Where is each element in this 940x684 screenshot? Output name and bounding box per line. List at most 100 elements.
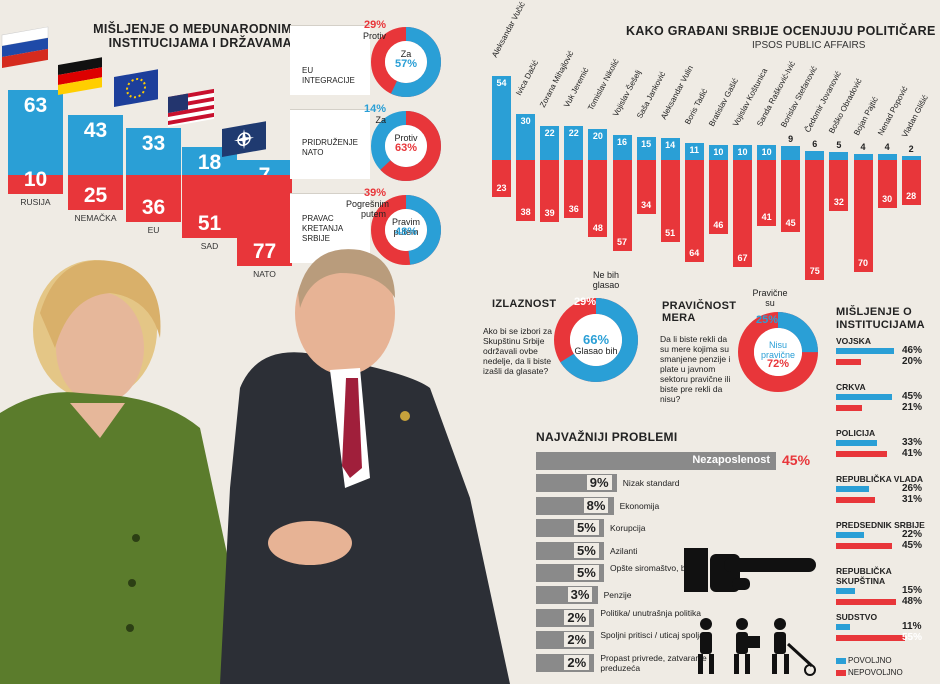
institution-negative-bar — [836, 405, 863, 411]
donut-inner-value: 63% — [394, 142, 418, 154]
intl-negative-bar — [182, 175, 237, 239]
problem-value: 2% — [564, 632, 590, 648]
turnout-donut-ring — [554, 298, 638, 382]
intl-negative-value: 51 — [197, 212, 222, 236]
donut-inner-text: Pravim putem — [391, 217, 420, 237]
intl-positive-value: 33 — [141, 131, 166, 155]
intl-negative-value: 10 — [23, 167, 48, 191]
politician-negative-value: 64 — [689, 248, 700, 259]
institution-label: SUDSTVO — [836, 612, 878, 622]
politician-negative-bar — [853, 160, 873, 272]
photo-merkel-putin — [0, 249, 510, 684]
donut-top-text: Za — [375, 115, 386, 125]
institution-negative-bar — [836, 543, 893, 549]
politician-positive-bar — [877, 153, 897, 160]
politician-negative-value: 34 — [641, 200, 652, 211]
turnout-outer-value: 29% — [574, 296, 597, 308]
institution-negative-bar — [836, 599, 896, 605]
intl-label: EU — [147, 224, 160, 235]
politician-negative-value: 46 — [713, 219, 724, 230]
institution-label: REPUBLIČKA SKUPŠTINA — [836, 566, 892, 586]
donut-top-text: Protiv — [362, 31, 386, 41]
politician-negative-value: 70 — [857, 258, 868, 268]
politician-positive-value: 10 — [713, 146, 724, 157]
politician-positive-value: 14 — [665, 140, 676, 151]
opinion-donut-center — [385, 209, 427, 251]
politician-positive-value: 9 — [788, 134, 794, 145]
politician-negative-bar — [516, 160, 536, 221]
institution-negative-value: 20% — [902, 356, 923, 367]
politician-positive-value: 30 — [520, 115, 531, 126]
politician-negative-value: 51 — [665, 227, 676, 238]
politician-negative-bar — [829, 160, 849, 212]
problem-value: 45% — [782, 452, 811, 468]
opinion-donut-main-arc — [371, 195, 441, 265]
politician-negative-value: 38 — [520, 206, 531, 217]
germany-flag-icon — [58, 57, 102, 95]
politician-negative-value: 48 — [592, 222, 603, 233]
politician-negative-bar — [564, 160, 584, 218]
politician-negative-bar — [540, 160, 560, 223]
fairness-donut-ring — [738, 312, 818, 392]
politician-positive-bar — [684, 142, 704, 160]
intl-negative-bar — [68, 175, 123, 210]
institution-negative-bar — [836, 497, 875, 503]
intl-label: RUSIJA — [20, 196, 51, 207]
legend-negative: NEPOVOLJNO — [848, 668, 903, 677]
politician-name: Ivica Dačić — [514, 58, 541, 97]
politician-negative-value: 57 — [616, 237, 627, 248]
institution-positive-value: 33% — [902, 437, 923, 448]
problem-value: 2% — [564, 654, 590, 670]
unemployment-pictogram — [684, 548, 816, 676]
politician-positive-value: 11 — [689, 144, 700, 155]
politician-negative-bar — [588, 160, 608, 237]
institution-negative-bar — [836, 359, 861, 365]
politician-negative-bar — [636, 160, 656, 215]
intl-negative-value: 77 — [252, 240, 277, 264]
politician-positive-bar — [612, 135, 632, 160]
politician-positive-value: 4 — [884, 141, 890, 152]
problem-label: Spoljni pritisci / uticaj spolja — [600, 630, 704, 641]
politician-positive-bar — [564, 125, 584, 160]
problem-label: Penzije — [603, 590, 632, 601]
politician-positive-bar — [781, 146, 801, 160]
institution-label: PREDSEDNIK SRBIJE — [836, 520, 925, 530]
intl-positive-bar — [8, 90, 63, 175]
problem-bar — [536, 452, 776, 470]
politician-negative-value: 67 — [737, 253, 748, 264]
legend-positive-swatch — [836, 658, 846, 664]
politician-positive-bar — [901, 156, 921, 160]
politician-positive-bar — [492, 76, 511, 160]
merkel-figure — [0, 260, 255, 684]
institution-positive-value: 11% — [902, 621, 922, 632]
politician-negative-bar — [877, 160, 897, 208]
intl-label: NATO — [253, 269, 276, 280]
politician-negative-value: 32 — [833, 197, 844, 208]
politician-positive-bar — [516, 113, 536, 160]
politician-negative-bar — [660, 160, 680, 242]
politician-positive-bar — [540, 125, 560, 160]
politician-positive-bar — [805, 150, 825, 160]
intl-negative-value: 36 — [141, 195, 166, 219]
institution-negative-bar — [836, 635, 905, 641]
institution-negative-value: 55% — [902, 632, 923, 643]
pointing-hand-icon — [684, 548, 816, 592]
intl-negative-bar — [8, 175, 63, 194]
politician-positive-bar — [708, 144, 728, 160]
politician-positive-bar — [660, 138, 680, 160]
politicians-source: IPSOS PUBLIC AFFAIRS — [752, 40, 866, 51]
donut-inner-text: Protiv — [394, 133, 418, 143]
intl-positive-value: 63 — [23, 94, 48, 118]
nato-flag-icon — [222, 121, 266, 157]
opinion-donut-main-arc — [371, 27, 441, 97]
turnout-title: IZLAZNOST — [492, 298, 557, 310]
fairness-donut-ring-center — [754, 328, 802, 376]
problem-value: 9% — [586, 475, 612, 491]
problem-value: 8% — [583, 497, 609, 513]
politician-negative-value: 36 — [568, 203, 579, 214]
fairness-donut-ring-main-arc — [738, 312, 818, 392]
politician-positive-value: 54 — [496, 78, 507, 89]
problem-label: Nezaposlenost — [692, 454, 770, 466]
politician-negative-value: 28 — [906, 190, 917, 201]
donut-card — [290, 109, 370, 179]
